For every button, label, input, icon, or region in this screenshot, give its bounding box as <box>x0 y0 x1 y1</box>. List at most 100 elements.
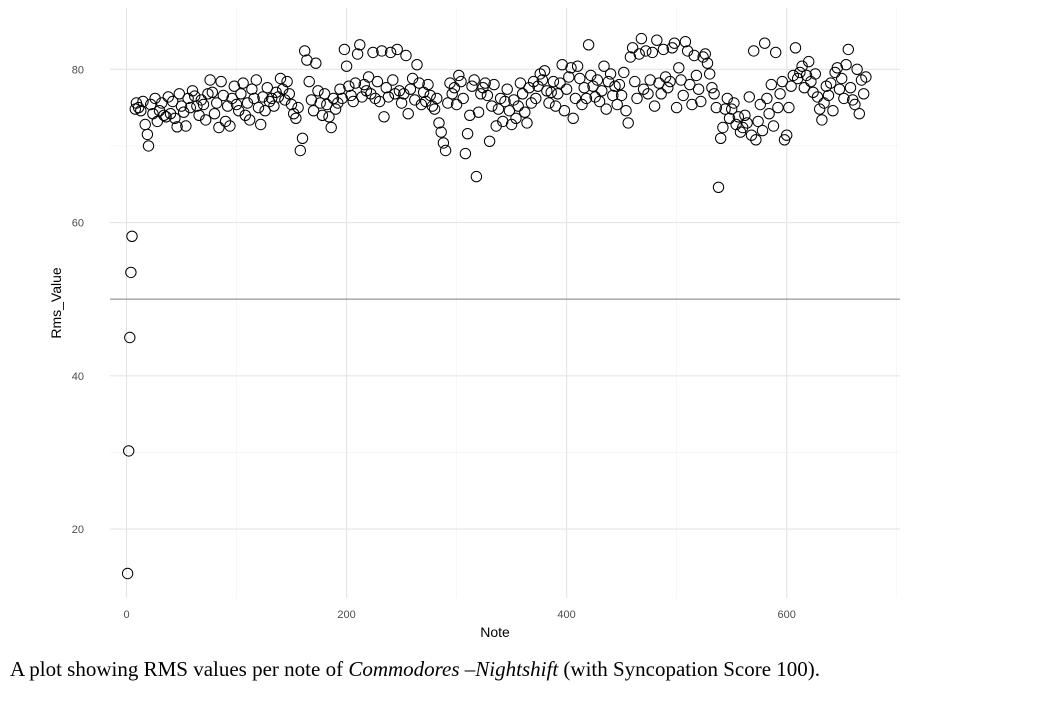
data-point <box>620 105 632 117</box>
data-point <box>822 89 835 102</box>
data-point <box>532 80 544 92</box>
data-point <box>167 95 179 108</box>
data-point <box>224 120 236 132</box>
data-point <box>164 108 177 120</box>
data-points <box>121 32 872 580</box>
data-point <box>285 98 298 111</box>
data-point <box>437 137 450 149</box>
data-point <box>679 36 692 48</box>
data-point <box>748 45 760 57</box>
data-point <box>343 80 355 92</box>
data-point <box>706 82 718 94</box>
data-point <box>565 62 577 74</box>
data-point <box>186 85 199 97</box>
data-point <box>211 97 223 109</box>
data-point <box>378 111 390 123</box>
data-point <box>807 86 819 99</box>
data-point <box>244 114 256 126</box>
data-point <box>354 39 366 51</box>
data-point <box>695 95 707 108</box>
data-point <box>648 100 661 112</box>
data-point <box>137 95 149 108</box>
data-point <box>657 43 670 56</box>
data-point <box>158 109 170 122</box>
data-point <box>783 101 795 114</box>
data-point <box>169 112 181 125</box>
data-point <box>292 101 304 114</box>
data-point <box>571 60 584 72</box>
data-point <box>151 115 164 128</box>
data-point <box>446 88 458 100</box>
data-point <box>334 83 346 95</box>
data-point <box>622 117 634 129</box>
data-point <box>629 75 641 88</box>
data-point <box>400 49 412 62</box>
data-point <box>851 63 863 76</box>
data-point <box>596 85 608 97</box>
data-point <box>208 108 221 120</box>
data-point <box>457 92 469 105</box>
data-point <box>752 115 764 128</box>
data-point <box>156 97 168 109</box>
data-point <box>124 331 136 344</box>
data-point <box>202 88 214 100</box>
data-point <box>259 105 271 117</box>
data-point <box>442 97 454 109</box>
data-point <box>147 108 159 120</box>
data-point <box>417 86 430 99</box>
data-point <box>191 100 203 112</box>
data-point <box>737 121 749 134</box>
data-point <box>444 77 456 89</box>
data-point <box>604 68 617 80</box>
scatter-chart: 0 200 400 600 20 40 60 80 Note Rms_Value <box>48 8 900 640</box>
data-point <box>314 97 326 109</box>
y-tick-label: 20 <box>72 524 84 536</box>
data-point <box>175 100 188 112</box>
data-point <box>132 101 145 114</box>
data-point <box>510 112 522 125</box>
data-point <box>598 60 610 72</box>
data-point <box>204 74 216 86</box>
data-point <box>800 69 813 82</box>
data-point <box>266 92 278 105</box>
data-point <box>761 92 773 105</box>
data-point <box>226 92 238 105</box>
data-point <box>310 57 322 69</box>
data-point <box>252 101 265 114</box>
data-point <box>294 144 306 157</box>
data-point <box>732 111 744 123</box>
data-point <box>690 69 703 82</box>
y-tick-labels: 20 40 60 80 <box>72 64 84 536</box>
data-point <box>380 82 392 94</box>
data-point <box>413 77 425 89</box>
data-point <box>655 88 667 100</box>
data-point <box>296 132 309 145</box>
data-point <box>527 75 540 88</box>
data-point <box>250 74 262 86</box>
data-point <box>219 115 232 128</box>
data-point <box>486 100 498 112</box>
data-point <box>754 98 766 111</box>
data-point <box>853 108 865 120</box>
data-point <box>499 95 511 108</box>
data-point <box>422 78 434 91</box>
data-point <box>376 45 388 57</box>
data-point <box>455 75 467 88</box>
data-point <box>552 88 564 100</box>
data-point <box>503 105 516 117</box>
data-point <box>827 105 839 117</box>
y-tick-label: 60 <box>72 218 84 230</box>
data-point <box>692 83 705 95</box>
data-point <box>371 75 384 88</box>
data-point <box>461 128 474 140</box>
data-point <box>121 567 134 580</box>
data-point <box>424 89 436 102</box>
data-point <box>512 100 524 112</box>
data-point <box>329 103 342 115</box>
data-point <box>404 83 417 95</box>
data-point <box>743 91 755 103</box>
data-point <box>387 74 399 86</box>
data-point <box>283 88 295 100</box>
data-point <box>675 74 687 86</box>
data-point <box>717 121 729 134</box>
